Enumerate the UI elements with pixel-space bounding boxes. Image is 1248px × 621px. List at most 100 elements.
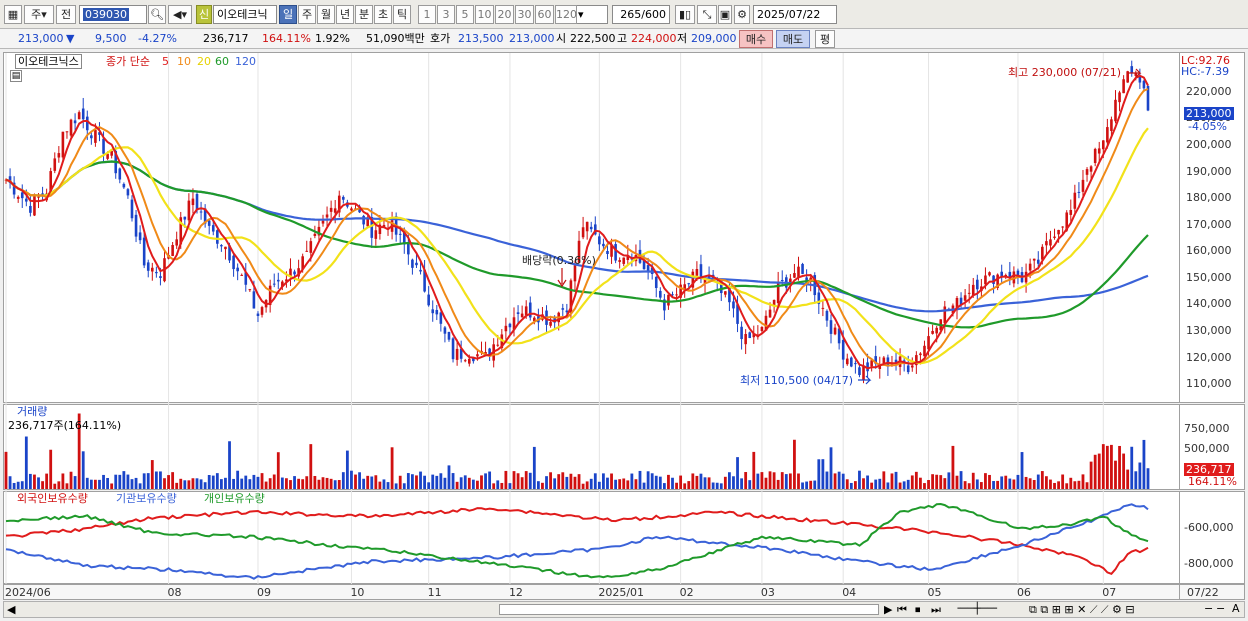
minute-button-30[interactable]: 30: [515, 5, 534, 24]
stop-icon[interactable]: ⏹: [915, 603, 921, 616]
volume-bar: [728, 472, 731, 489]
period-button-1[interactable]: 주: [298, 5, 316, 24]
volume-bar: [654, 475, 658, 489]
volume-bar: [199, 479, 203, 489]
volume-bar: [585, 481, 589, 489]
candle: [943, 306, 947, 324]
candle: [801, 263, 804, 274]
scroll-right-icon[interactable]: ▶: [884, 603, 893, 616]
minute-button-3[interactable]: 3: [437, 5, 455, 24]
candle: [906, 365, 910, 373]
data-count-field[interactable]: 265/600: [612, 5, 670, 24]
save-icon[interactable]: ▣: [718, 5, 732, 24]
candle: [585, 221, 589, 232]
minute-button-60[interactable]: 60: [535, 5, 554, 24]
sell-button[interactable]: 매도: [776, 30, 810, 48]
candle: [984, 275, 987, 285]
prev-select[interactable]: 전: [56, 5, 76, 24]
candle: [744, 334, 747, 345]
candle: [837, 328, 841, 344]
period-button-2[interactable]: 월: [317, 5, 335, 24]
volume-bar: [1049, 479, 1052, 489]
market-select[interactable]: 주▾: [24, 5, 54, 24]
candle: [699, 264, 703, 279]
candle: [752, 333, 756, 338]
price-change-pct: -4.27%: [138, 32, 177, 45]
first-page-icon[interactable]: ⏮: [897, 603, 907, 616]
x-tick-9: 04: [842, 586, 857, 599]
individual-legend: 개인보유수량: [204, 492, 265, 505]
volume-bar: [516, 473, 520, 489]
holdings-panel[interactable]: [3, 491, 1180, 584]
candle: [134, 214, 138, 237]
candle-type-icon[interactable]: ▮▯: [675, 5, 695, 24]
draw-tool-icon[interactable]: ⤡: [697, 5, 717, 24]
candle: [57, 153, 61, 158]
price-tick-130,000: 130,000: [1186, 323, 1232, 337]
volume-bar: [1000, 476, 1004, 489]
grid-icon[interactable]: ▦: [4, 5, 22, 24]
dividend-arrow: [557, 268, 567, 288]
minute-button-1[interactable]: 1: [418, 5, 436, 24]
volume-bar: [317, 479, 321, 489]
candle: [520, 313, 524, 318]
volume-bar: [471, 479, 475, 489]
candle: [268, 285, 272, 306]
candle: [337, 195, 341, 213]
hc-value: HC:-7.39: [1181, 65, 1230, 78]
next-page-icon[interactable]: ⏭: [931, 603, 941, 616]
volume-bar: [788, 473, 792, 489]
scroll-thumb[interactable]: [499, 604, 879, 615]
buy-button[interactable]: 매수: [739, 30, 773, 48]
zoom-in-icon[interactable]: −: [1216, 602, 1226, 615]
candle: [16, 196, 20, 199]
volume-panel[interactable]: [3, 404, 1180, 490]
volume-bar: [154, 471, 158, 489]
volume-bar: [1089, 461, 1093, 489]
x-tick-0: 2024/06: [5, 586, 51, 599]
font-size-icon[interactable]: A: [1232, 602, 1240, 615]
volume-bar: [94, 479, 97, 489]
date-field[interactable]: 2025/07/22: [753, 5, 837, 24]
candle: [248, 289, 252, 291]
search-icon[interactable]: 🔍︎: [148, 5, 166, 24]
candle: [130, 199, 134, 219]
minute-button-20[interactable]: 20: [495, 5, 514, 24]
sound-icon[interactable]: ◀▾: [168, 5, 192, 24]
period-button-4[interactable]: 분: [355, 5, 373, 24]
eval-button[interactable]: 평: [815, 30, 835, 48]
period-button-0[interactable]: 일: [279, 5, 297, 24]
volume-bar: [882, 471, 886, 489]
x-tick-10: 05: [927, 586, 942, 599]
period-button-6[interactable]: 틱: [393, 5, 411, 24]
minute-button-10[interactable]: 10: [475, 5, 494, 24]
ma10-legend: 10: [177, 55, 191, 68]
volume-bar: [707, 477, 711, 489]
volume-bar: [650, 473, 654, 489]
scroll-left-icon[interactable]: ◀: [7, 603, 16, 616]
price-tick-160,000: 160,000: [1186, 244, 1232, 258]
candle: [244, 272, 248, 285]
volume-bar: [971, 472, 975, 489]
panel-icon[interactable]: ▤: [10, 70, 22, 82]
candle: [1106, 127, 1109, 143]
candle: [329, 207, 333, 212]
period-button-5[interactable]: 초: [374, 5, 392, 24]
candle: [610, 244, 613, 257]
period-button-3[interactable]: 년: [336, 5, 354, 24]
chart-tools-icon[interactable]: ⧉ ⧉ ⊞ ⊞ ✕ ⟋ ⟋ ⚙ ⊟: [1029, 603, 1135, 616]
volume-bar: [276, 452, 280, 489]
zoom-slider-icon[interactable]: ╶──┼──╴: [954, 602, 1001, 615]
minute-button-120[interactable]: 120: [555, 5, 577, 24]
candle: [967, 292, 971, 294]
stock-code-input[interactable]: 039030: [79, 5, 147, 24]
stock-name-field[interactable]: 이오테크닉: [213, 5, 277, 24]
settings-icon[interactable]: ⚙: [734, 5, 750, 24]
volume-bar: [467, 477, 471, 489]
zoom-out-icon[interactable]: −: [1204, 602, 1214, 615]
minute-button-5[interactable]: 5: [456, 5, 474, 24]
chart-scrollbar[interactable]: ◀ ▶ ⏮ ⏹ ⏭ ╶──┼──╴ ⧉ ⧉ ⊞ ⊞ ✕ ⟋ ⟋ ⚙ ⊟ − − …: [3, 601, 1245, 618]
candle: [646, 265, 650, 272]
volume-bar: [183, 480, 187, 489]
candle: [927, 336, 930, 350]
